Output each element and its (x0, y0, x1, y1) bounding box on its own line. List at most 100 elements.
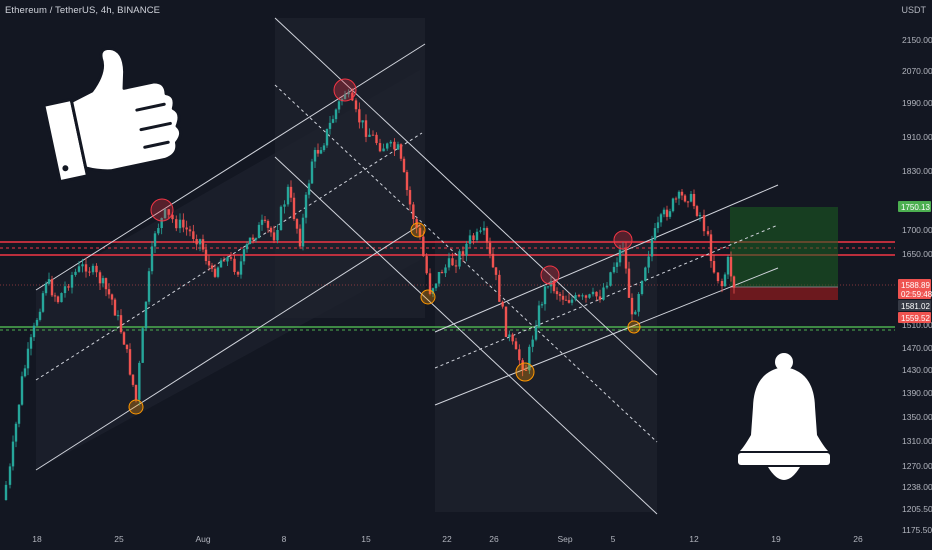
candle (570, 296, 574, 306)
candle (543, 284, 547, 311)
candle (192, 224, 195, 243)
candle (298, 224, 302, 249)
candle (567, 293, 571, 304)
candle (650, 235, 654, 262)
candle (581, 293, 584, 300)
rising-mid-line (434, 224, 779, 369)
candle (229, 252, 233, 261)
candle (116, 310, 120, 321)
candle (524, 365, 528, 371)
price-tick-label: 1470.00 (902, 343, 932, 353)
price-tag-label: 1581.02 (901, 302, 930, 311)
candle (98, 270, 102, 291)
candle (128, 343, 132, 376)
price-tick-label: 2150.00 (902, 35, 932, 45)
candle (668, 208, 672, 219)
candle (521, 358, 524, 377)
candle (378, 138, 382, 153)
price-tick-label: 1270.00 (902, 461, 932, 471)
trade-setup[interactable] (730, 207, 838, 300)
candle (304, 192, 308, 224)
channel-box-3 (435, 240, 657, 512)
candle (269, 226, 273, 237)
candle (561, 290, 565, 305)
candle (552, 279, 556, 294)
candle (26, 342, 30, 376)
candle (615, 257, 619, 274)
candle (437, 271, 441, 287)
candle (689, 191, 693, 203)
candle (60, 292, 63, 303)
candle (150, 241, 154, 275)
swing-high-marker (150, 198, 174, 222)
candle (677, 190, 681, 206)
candle (491, 247, 495, 268)
candle (382, 143, 385, 152)
candle (313, 147, 317, 168)
candle (144, 301, 148, 332)
candle (163, 208, 167, 220)
candle (732, 275, 736, 294)
candle (637, 292, 640, 317)
candle (508, 330, 511, 342)
candle (226, 255, 229, 267)
candle (680, 188, 684, 201)
candle (91, 263, 95, 275)
swing-markers (128, 78, 641, 415)
candle (591, 287, 595, 297)
candle (198, 238, 202, 252)
candle (627, 261, 631, 298)
price-tick-label: 1700.00 (902, 225, 932, 235)
time-tick-label: 26 (853, 534, 863, 544)
candle (301, 213, 305, 251)
price-tag-label: 02:59:48 (901, 290, 932, 299)
candle (50, 275, 54, 298)
candle (334, 108, 338, 123)
candle (283, 200, 286, 214)
candle (405, 169, 409, 196)
candle (605, 282, 609, 290)
time-tick-label: 19 (771, 534, 781, 544)
candle (389, 139, 392, 147)
price-tick-label: 1910.00 (902, 132, 932, 142)
candle (709, 229, 713, 268)
candle (634, 309, 637, 315)
candle (122, 331, 126, 345)
candle (498, 270, 501, 302)
bell-icon (738, 353, 830, 480)
candle (698, 212, 702, 222)
price-axis[interactable]: 2150.00 2070.00 1990.00 1910.00 1830.00 1700.… (902, 35, 932, 535)
rising-upper-line (434, 184, 779, 333)
candle (702, 209, 706, 237)
price-tag-label: 1559.52 (901, 314, 930, 323)
swing-low-marker (420, 289, 436, 305)
time-axis[interactable]: 18 25 Aug 8 15 22 26 Sep 5 12 19 26 (32, 534, 863, 544)
price-tick-label: 2070.00 (902, 66, 932, 76)
time-tick-label: 8 (282, 534, 287, 544)
candle (354, 98, 358, 113)
candle (368, 128, 371, 138)
candle (343, 90, 347, 100)
price-tick-label: 1205.50 (902, 504, 932, 514)
candle (331, 115, 335, 124)
candles (4, 88, 736, 501)
candle (612, 262, 616, 274)
candle (630, 293, 634, 322)
candle (141, 327, 144, 363)
candle (70, 271, 74, 294)
price-tick-label: 1650.00 (902, 249, 932, 259)
candle (588, 293, 591, 299)
candle (656, 216, 660, 233)
candle (399, 143, 403, 162)
candle (260, 214, 264, 231)
candle (647, 250, 650, 274)
currency-label: USDT (901, 5, 927, 15)
candle (665, 205, 669, 221)
candle (479, 226, 482, 234)
target-zone (730, 207, 838, 287)
candle (472, 232, 475, 245)
ascending-mid-line (35, 132, 423, 381)
ascending-lower-line (35, 224, 421, 471)
swing-high-marker (613, 230, 633, 250)
